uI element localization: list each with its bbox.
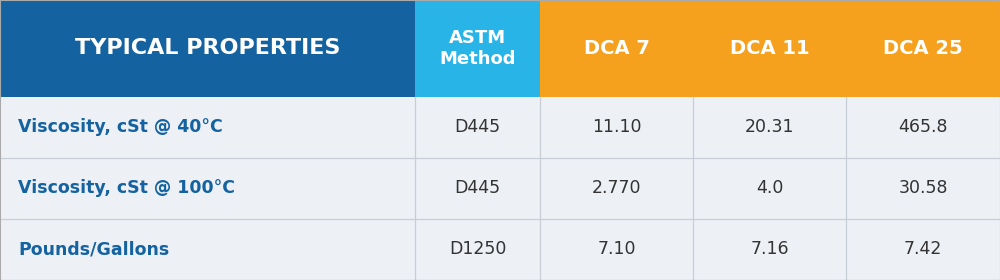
Bar xyxy=(0,158,1000,219)
Bar xyxy=(540,0,1000,97)
Text: DCA 11: DCA 11 xyxy=(730,39,809,58)
Text: D1250: D1250 xyxy=(449,241,506,258)
Text: Viscosity, cSt @ 100°C: Viscosity, cSt @ 100°C xyxy=(18,179,235,197)
Text: Pounds/Gallons: Pounds/Gallons xyxy=(18,241,169,258)
Bar xyxy=(0,0,415,97)
Bar xyxy=(0,97,1000,158)
Text: DCA 7: DCA 7 xyxy=(584,39,649,58)
Text: 20.31: 20.31 xyxy=(745,118,794,136)
Text: 2.770: 2.770 xyxy=(592,179,641,197)
Text: D445: D445 xyxy=(454,118,501,136)
Text: 7.10: 7.10 xyxy=(597,241,636,258)
Text: TYPICAL PROPERTIES: TYPICAL PROPERTIES xyxy=(75,38,340,58)
Text: 30.58: 30.58 xyxy=(898,179,948,197)
Text: 7.42: 7.42 xyxy=(904,241,942,258)
Text: ASTM
Method: ASTM Method xyxy=(439,29,516,68)
Bar xyxy=(415,0,540,97)
Text: DCA 25: DCA 25 xyxy=(883,39,963,58)
Text: 465.8: 465.8 xyxy=(898,118,948,136)
Text: 7.16: 7.16 xyxy=(750,241,789,258)
Text: Viscosity, cSt @ 40°C: Viscosity, cSt @ 40°C xyxy=(18,118,223,136)
Text: 11.10: 11.10 xyxy=(592,118,641,136)
Text: 4.0: 4.0 xyxy=(756,179,783,197)
Bar xyxy=(0,219,1000,280)
Text: D445: D445 xyxy=(454,179,501,197)
